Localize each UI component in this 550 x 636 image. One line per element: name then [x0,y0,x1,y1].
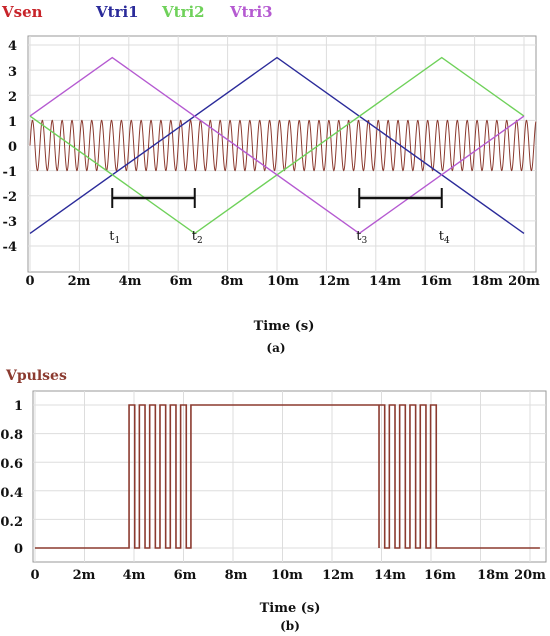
series-vpulses [35,404,540,549]
plot-area-b [32,390,547,563]
xtick-b: 0 [30,568,39,583]
xtick-a: 4m [119,274,142,289]
ytick-a: 0 [8,140,17,155]
xtick-b: 8m [225,568,248,583]
xtick-a: 16m [420,274,452,289]
xtick-a: 8m [221,274,244,289]
xtick-b: 16m [424,568,456,583]
ytick-b: 0.2 [0,515,23,530]
xtick-a: 14m [369,274,401,289]
xtick-b: 12m [322,568,354,583]
ytick-b: 0.4 [0,486,23,501]
xtick-b: 2m [73,568,96,583]
subfigure-label-a: (a) [266,341,285,355]
xtick-a: 20m [508,274,540,289]
ytick-a: -3 [3,215,17,230]
time-marker-label: t3 [356,229,367,246]
series-a [29,56,537,235]
ytick-a: -4 [3,240,17,255]
xtick-a: 12m [318,274,350,289]
ytick-a: -1 [3,165,17,180]
time-marker-label: t2 [192,229,203,246]
annotations-a: t1 t2 t3 t4 [109,188,450,246]
x-axis-title-a: Time (s) [254,319,315,334]
xtick-a: 10m [267,274,299,289]
time-marker-label: t4 [439,229,450,246]
y-ticks-a: 4 3 2 1 0 -1 -2 -3 -4 [3,39,17,255]
xtick-b: 6m [174,568,197,583]
ytick-a: 3 [8,65,17,80]
xtick-a: 6m [170,274,193,289]
ytick-b: 0.6 [0,457,23,472]
series-b [35,404,540,549]
ytick-a: -2 [3,190,17,205]
time-marker-label: t1 [109,229,120,246]
xtick-b: 4m [123,568,146,583]
legend-vtri3: Vtri3 [229,3,273,21]
ytick-b: 0.8 [0,428,23,443]
xtick-a: 2m [68,274,91,289]
xtick-b: 14m [374,568,406,583]
x-ticks-a: 0 2m 4m 6m 8m 10m 12m 14m 16m 18m 20m [25,274,540,289]
xtick-b: 10m [271,568,303,583]
ytick-a: 1 [8,115,17,130]
panel-b: Vpulses 1 0.8 0.6 0.4 0.2 0 0 2m 4m 6m 8… [0,368,547,633]
x-axis-title-b: Time (s) [260,601,321,616]
subfigure-label-b: (b) [280,619,300,633]
xtick-a: 0 [25,274,34,289]
legend-vsen: Vsen [1,3,43,21]
ytick-b: 1 [14,399,23,414]
series-vtri3 [29,56,525,235]
xtick-b: 18m [477,568,509,583]
xtick-b: 20m [514,568,546,583]
x-ticks-b: 0 2m 4m 6m 8m 10m 12m 14m 16m 18m 20m [30,568,546,583]
y-ticks-b: 1 0.8 0.6 0.4 0.2 0 [0,399,23,557]
ytick-a: 2 [8,90,17,105]
legend-vtri2: Vtri2 [161,3,205,21]
legend-vtri1: Vtri1 [95,3,139,21]
xtick-a: 18m [471,274,503,289]
ytick-b: 0 [14,542,23,557]
panel-a: Vsen Vtri1 Vtri2 Vtri3 t1 t2 t3 t4 4 3 2 1 … [1,3,540,355]
legend-vpulses: Vpulses [5,368,67,384]
series-vtri2 [29,56,525,235]
ytick-a: 4 [8,39,17,54]
